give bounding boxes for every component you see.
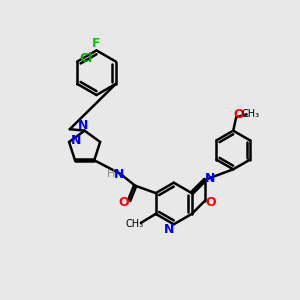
Text: O: O <box>234 108 244 121</box>
Text: N: N <box>78 119 88 132</box>
Text: CH₃: CH₃ <box>242 109 260 119</box>
Text: Cl: Cl <box>79 52 92 65</box>
Text: CH₃: CH₃ <box>126 219 144 229</box>
Text: H: H <box>106 169 115 179</box>
Text: O: O <box>205 196 216 208</box>
Text: N: N <box>164 223 175 236</box>
Text: N: N <box>114 168 124 181</box>
Text: N: N <box>70 134 81 147</box>
Text: N: N <box>205 172 216 185</box>
Text: O: O <box>118 196 129 208</box>
Text: F: F <box>92 38 100 50</box>
